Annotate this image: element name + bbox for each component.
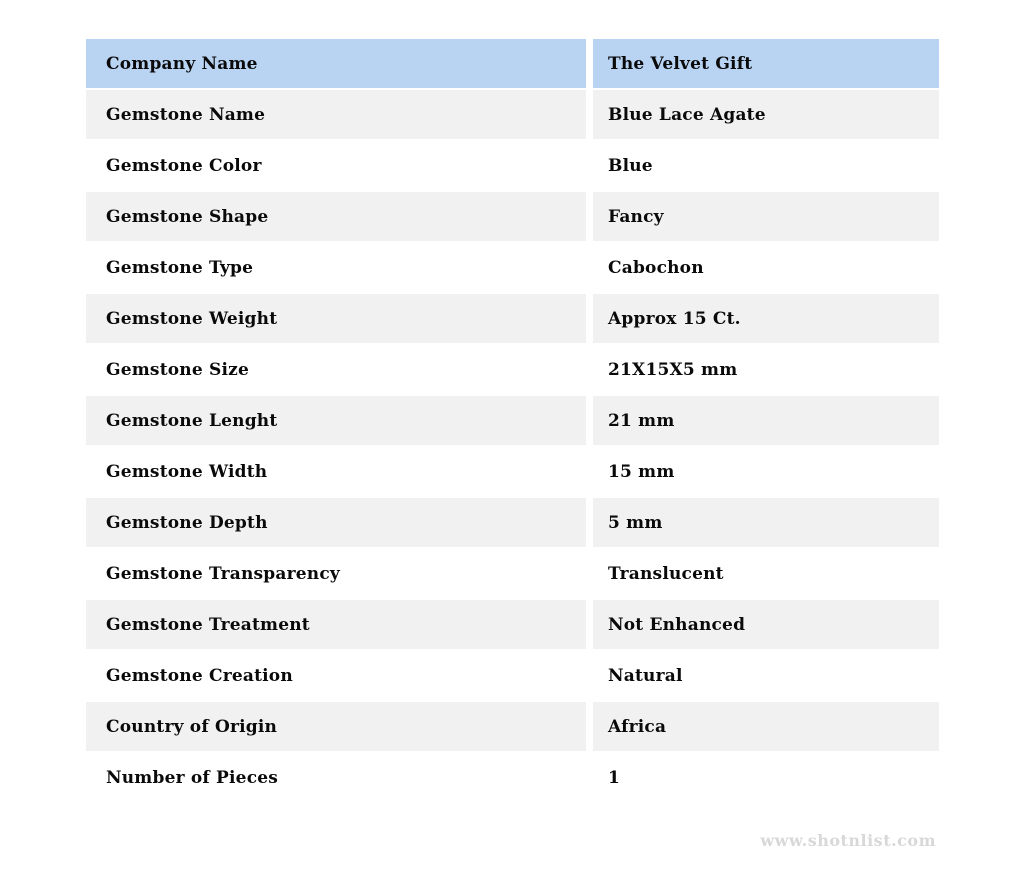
row-value-cell: Natural [593,651,939,700]
table-row: Gemstone Lenght 21 mm [86,396,939,445]
row-value-cell: Blue [593,141,939,190]
row-label-cell: Gemstone Treatment [86,600,586,649]
table-row: Gemstone Width 15 mm [86,447,939,496]
row-label-cell: Gemstone Transparency [86,549,586,598]
row-value-cell: Fancy [593,192,939,241]
row-value-cell: 5 mm [593,498,939,547]
table-row: Gemstone Treatment Not Enhanced [86,600,939,649]
row-value-cell: Africa [593,702,939,751]
row-label-cell: Gemstone Creation [86,651,586,700]
row-label-cell: Gemstone Weight [86,294,586,343]
row-value-cell: Cabochon [593,243,939,292]
table-row: Gemstone Weight Approx 15 Ct. [86,294,939,343]
watermark-text: www.shotnlist.com [760,831,936,850]
table-row: Gemstone Creation Natural [86,651,939,700]
row-label-cell: Gemstone Color [86,141,586,190]
row-value-cell: Blue Lace Agate [593,90,939,139]
row-value-cell: 21 mm [593,396,939,445]
row-label-cell: Country of Origin [86,702,586,751]
row-label-cell: Gemstone Size [86,345,586,394]
row-value-cell: 21X15X5 mm [593,345,939,394]
header-label-cell: Company Name [86,39,586,88]
gemstone-spec-table: Company Name The Velvet Gift Gemstone Na… [86,39,939,804]
row-label-cell: Gemstone Type [86,243,586,292]
table-row: Number of Pieces 1 [86,753,939,802]
table-row: Gemstone Shape Fancy [86,192,939,241]
row-value-cell: 1 [593,753,939,802]
row-label-cell: Gemstone Depth [86,498,586,547]
row-value-cell: Approx 15 Ct. [593,294,939,343]
row-label-cell: Gemstone Width [86,447,586,496]
table-row: Gemstone Transparency Translucent [86,549,939,598]
table-row: Gemstone Name Blue Lace Agate [86,90,939,139]
row-label-cell: Gemstone Lenght [86,396,586,445]
table-row: Gemstone Size 21X15X5 mm [86,345,939,394]
table-row: Gemstone Type Cabochon [86,243,939,292]
table-header-row: Company Name The Velvet Gift [86,39,939,88]
table-row: Gemstone Color Blue [86,141,939,190]
row-label-cell: Gemstone Name [86,90,586,139]
row-value-cell: 15 mm [593,447,939,496]
header-value-cell: The Velvet Gift [593,39,939,88]
table-body: Gemstone Name Blue Lace Agate Gemstone C… [86,90,939,802]
row-value-cell: Translucent [593,549,939,598]
row-label-cell: Number of Pieces [86,753,586,802]
row-label-cell: Gemstone Shape [86,192,586,241]
table-row: Gemstone Depth 5 mm [86,498,939,547]
table-row: Country of Origin Africa [86,702,939,751]
row-value-cell: Not Enhanced [593,600,939,649]
